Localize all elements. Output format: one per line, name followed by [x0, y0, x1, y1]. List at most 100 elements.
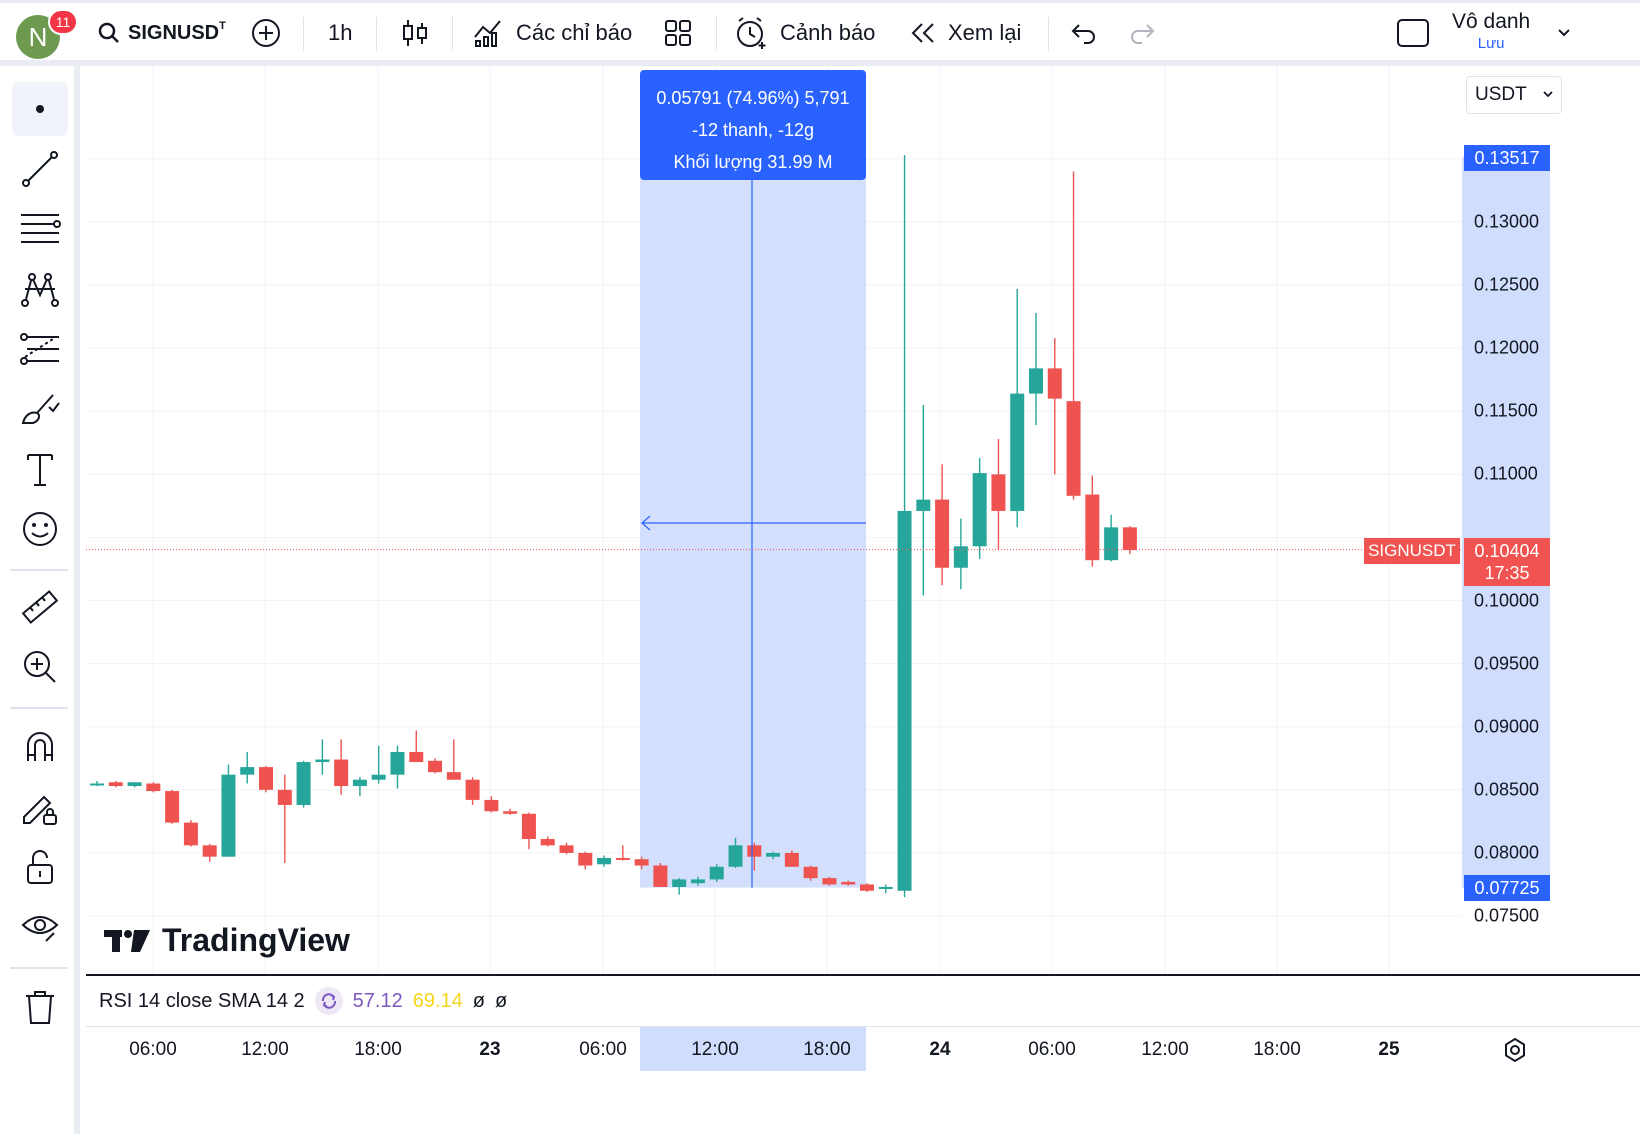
range-low-value: 0.07725: [1474, 877, 1540, 898]
unlock-icon: [27, 850, 53, 884]
candle-body: [784, 852, 799, 867]
candle-body: [709, 866, 724, 880]
candle-body: [559, 845, 574, 853]
fullscreen-button[interactable]: [1396, 3, 1430, 63]
drawing-toolbar: [0, 66, 80, 1134]
lock-drawing-button[interactable]: [12, 780, 68, 834]
interval-button[interactable]: 1h: [328, 3, 352, 63]
time-tick-label: 24: [929, 1039, 951, 1060]
ruler-icon: [21, 590, 59, 624]
layout-save-menu[interactable]: Vô danh Lưu: [1452, 3, 1530, 63]
alerts-button[interactable]: Cảnh báo: [734, 3, 875, 63]
price-tick-label: 0.12000: [1474, 337, 1540, 358]
time-axis[interactable]: 06:00 12:00 18:00 23 06:00 12:00 18:00 24 06:00 1…: [86, 1026, 1640, 1072]
symbol-search[interactable]: SIGNUSD T: [96, 3, 226, 63]
dot-cursor-icon: [36, 105, 44, 113]
settings-icon[interactable]: [1502, 1037, 1528, 1063]
plus-circle-icon: [252, 19, 280, 47]
price-chart[interactable]: [86, 66, 1640, 974]
candle-body: [615, 857, 630, 860]
candle-body: [803, 866, 818, 879]
cursor-tool-button[interactable]: [12, 82, 68, 136]
candle-body: [653, 865, 668, 887]
eye-icon: [21, 916, 59, 942]
lock-all-button[interactable]: [12, 840, 68, 894]
candle-body: [165, 791, 180, 823]
alarm-clock-icon: [737, 17, 766, 49]
price-tick-label: 0.08000: [1474, 842, 1540, 863]
fib-retracement-icon: [21, 214, 61, 243]
rsi-pane-legend[interactable]: RSI 14 close SMA 14 2 57.12 69.14 ø ø: [86, 974, 1640, 1026]
toolbar-divider: [376, 17, 377, 51]
redo-icon: [1131, 24, 1155, 44]
range-low-badge: 0.07725: [1464, 875, 1550, 901]
time-tick-label: 12:00: [691, 1039, 739, 1060]
toolbar-divider: [10, 569, 68, 571]
rsi-value: 57.12: [352, 989, 403, 1012]
time-tick-label: 06:00: [1028, 1039, 1076, 1060]
chart-type-button[interactable]: [400, 3, 430, 63]
time-tick-label: 18:00: [803, 1039, 851, 1060]
magnet-tool-button[interactable]: [12, 720, 68, 774]
candle-body: [953, 546, 968, 568]
redo-button[interactable]: [1128, 3, 1158, 63]
emoji-tool-button[interactable]: [12, 502, 68, 556]
price-tick-label: 0.09500: [1474, 653, 1540, 674]
hide-drawings-button[interactable]: [12, 900, 68, 954]
price-tick-label: 0.12500: [1474, 274, 1540, 295]
layout-button[interactable]: [664, 3, 692, 63]
price-tick-label: 0.11500: [1474, 400, 1538, 421]
indicators-button[interactable]: Các chỉ báo: [472, 3, 632, 63]
brush-icon: [21, 394, 60, 424]
price-tick-label: 0.10000: [1474, 590, 1540, 611]
candle-body: [1066, 401, 1081, 496]
zoom-in-icon: [24, 651, 56, 683]
zoom-tool-button[interactable]: [12, 640, 68, 694]
avatar-letter: N: [28, 21, 48, 52]
candle-body: [859, 884, 874, 891]
candle-body: [146, 783, 161, 792]
candle-body: [690, 879, 705, 884]
layout-menu-chevron[interactable]: [1556, 3, 1572, 63]
currency-selector[interactable]: USDT: [1466, 76, 1562, 114]
toolbar-divider: [452, 17, 453, 51]
candle-body: [878, 886, 893, 889]
price-tick-label: 0.08500: [1474, 779, 1540, 800]
save-label: Lưu: [1477, 35, 1505, 52]
compare-symbol-button[interactable]: [250, 3, 282, 63]
candle-body: [315, 759, 330, 763]
magnet-icon: [27, 732, 53, 761]
time-tick-label: 18:00: [1253, 1039, 1301, 1060]
rsi-sma-value: 69.14: [412, 989, 463, 1012]
interval-label: 1h: [328, 20, 353, 45]
brush-tool-button[interactable]: [12, 382, 68, 436]
toolbar-divider: [303, 17, 304, 51]
ruler-tool-button[interactable]: [12, 580, 68, 634]
undo-button[interactable]: [1068, 3, 1098, 63]
candle-body: [972, 473, 987, 547]
candle-body: [127, 782, 142, 787]
candle-body: [766, 852, 781, 857]
candle-body: [521, 813, 536, 840]
pattern-tool-button[interactable]: [12, 262, 68, 316]
pattern-icon: [21, 273, 59, 307]
candle-body: [390, 751, 405, 775]
notification-count: 11: [55, 14, 71, 30]
chevron-down-icon: [1558, 29, 1570, 37]
candle-body: [578, 852, 593, 866]
currency-label: USDT: [1475, 84, 1527, 105]
symbol-name-suffix: T: [219, 20, 226, 32]
trend-line-tool-button[interactable]: [12, 142, 68, 196]
time-tick-label: 06:00: [579, 1039, 627, 1060]
candle-body: [352, 779, 367, 787]
top-toolbar: N 11 SIGNUSD T 1h Các chỉ báo Cảnh báo Xe…: [0, 0, 1640, 66]
remove-drawings-button[interactable]: [12, 980, 68, 1034]
tradingview-logo[interactable]: TradingView: [104, 922, 350, 959]
candle-body: [240, 767, 255, 775]
fib-tool-button[interactable]: [12, 202, 68, 256]
text-tool-button[interactable]: [12, 442, 68, 496]
replay-button[interactable]: Xem lại: [908, 3, 1021, 63]
forecast-tool-button[interactable]: [12, 322, 68, 376]
symbol-last-badge: SIGNUSDT: [1364, 538, 1460, 564]
last-symbol: SIGNUSDT: [1368, 541, 1456, 560]
